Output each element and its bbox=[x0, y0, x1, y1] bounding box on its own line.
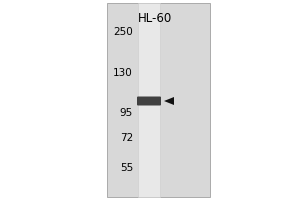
Bar bbox=[107, 3, 210, 197]
Text: 250: 250 bbox=[113, 27, 133, 37]
Text: 130: 130 bbox=[113, 68, 133, 78]
Bar bbox=[138, 3, 160, 197]
Text: HL-60: HL-60 bbox=[138, 12, 172, 25]
Text: 55: 55 bbox=[120, 163, 133, 173]
Polygon shape bbox=[164, 97, 174, 105]
Text: 72: 72 bbox=[120, 133, 133, 143]
FancyBboxPatch shape bbox=[137, 97, 161, 106]
Text: 95: 95 bbox=[120, 108, 133, 118]
